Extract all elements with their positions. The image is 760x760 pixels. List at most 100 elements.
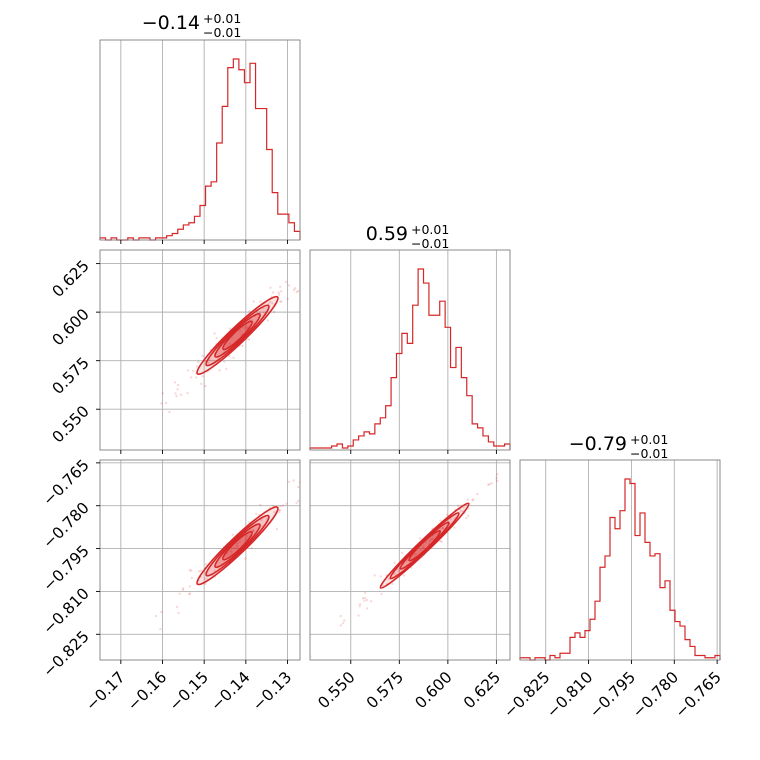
scatter-point-0-2 bbox=[159, 628, 162, 631]
scatter-point-1-2 bbox=[414, 552, 417, 556]
scatter-point-0-1 bbox=[295, 290, 298, 294]
xtick-label-param-2-4: −0.765 bbox=[672, 668, 725, 721]
scatter-point-0-1 bbox=[245, 326, 248, 329]
scatter-point-0-1 bbox=[252, 321, 255, 324]
scatter-point-1-2 bbox=[441, 527, 444, 530]
scatter-point-0-1 bbox=[160, 402, 163, 405]
scatter-point-0-1 bbox=[269, 300, 272, 304]
scatter-point-0-1 bbox=[228, 342, 231, 345]
scatter-point-0-2 bbox=[250, 546, 253, 550]
scatter-point-1-2 bbox=[441, 526, 445, 530]
scatter-point-0-1 bbox=[279, 285, 282, 288]
scatter-point-0-2 bbox=[160, 610, 163, 614]
ytick-label-param-2-0: −0.825 bbox=[40, 627, 93, 680]
scatter-point-0-1 bbox=[239, 329, 242, 333]
scatter-point-0-2 bbox=[188, 585, 192, 588]
scatter-point-0-2 bbox=[275, 527, 279, 531]
contour-0-1-level-1 bbox=[205, 304, 270, 367]
scatter-point-0-2 bbox=[154, 614, 158, 618]
scatter-point-1-2 bbox=[422, 545, 425, 548]
scatter-point-0-2 bbox=[279, 505, 282, 508]
scatter-point-0-1 bbox=[271, 291, 275, 294]
scatter-point-1-2 bbox=[441, 526, 445, 530]
scatter-point-0-1 bbox=[242, 326, 245, 329]
scatter-point-1-2 bbox=[393, 561, 396, 565]
scatter-point-0-2 bbox=[301, 492, 303, 494]
xtick-label-param-2-1: −0.810 bbox=[543, 668, 596, 721]
scatter-point-0-2 bbox=[177, 611, 180, 615]
param-2-title-minus: −0.01 bbox=[630, 446, 668, 461]
panel-frame-r1c0 bbox=[99, 249, 301, 451]
scatter-point-0-1 bbox=[168, 410, 171, 414]
xtick-label-param-1-1: 0.575 bbox=[363, 668, 407, 712]
scatter-point-1-2 bbox=[439, 539, 442, 543]
scatter-point-0-2 bbox=[244, 538, 247, 541]
scatter-point-0-2 bbox=[235, 543, 238, 546]
scatter-point-0-1 bbox=[252, 300, 255, 303]
xtick-label-param-0-4: −0.13 bbox=[249, 668, 295, 714]
scatter-point-1-2 bbox=[361, 597, 365, 600]
scatter-point-0-1 bbox=[263, 311, 266, 314]
xtick-label-param-1-0: 0.550 bbox=[315, 668, 359, 712]
scatter-point-0-2 bbox=[236, 544, 239, 548]
scatter-point-1-2 bbox=[466, 498, 469, 501]
panel-frame-r2c2 bbox=[519, 459, 721, 661]
xtick-label-param-0-3: −0.14 bbox=[207, 668, 253, 714]
scatter-point-0-1 bbox=[266, 319, 269, 322]
ytick-label-param-2-3: −0.780 bbox=[40, 499, 93, 552]
scatter-point-1-2 bbox=[341, 622, 345, 625]
scatter-point-0-1 bbox=[164, 401, 168, 405]
scatter-point-0-2 bbox=[229, 549, 232, 553]
contour-1-2-level-3 bbox=[408, 529, 442, 562]
scatter-point-0-1 bbox=[179, 393, 183, 396]
xtick-label-param-0-2: −0.15 bbox=[166, 668, 212, 714]
scatter-point-1-2 bbox=[379, 575, 382, 578]
scatter-point-1-2 bbox=[419, 548, 423, 552]
scatter-point-0-2 bbox=[238, 540, 242, 543]
scatter-point-0-1 bbox=[213, 332, 216, 335]
scatter-point-0-1 bbox=[197, 360, 200, 364]
scatter-point-0-1 bbox=[207, 361, 210, 364]
scatter-point-1-2 bbox=[466, 514, 470, 517]
panel-frame-r1c1 bbox=[309, 249, 511, 451]
scatter-point-0-1 bbox=[269, 286, 272, 289]
ytick-label-param-1-1: 0.575 bbox=[49, 354, 93, 398]
scatter-point-0-2 bbox=[245, 534, 249, 538]
scatter-point-0-2 bbox=[236, 546, 239, 549]
histogram-param-2 bbox=[519, 478, 721, 661]
scatter-point-0-1 bbox=[186, 392, 189, 395]
panel-frame-r0c0 bbox=[99, 39, 301, 241]
scatter-point-1-2 bbox=[440, 540, 443, 543]
contour-0-2-level-1 bbox=[205, 514, 270, 577]
scatter-point-0-1 bbox=[215, 337, 218, 340]
xtick-label-param-2-0: −0.825 bbox=[500, 668, 553, 721]
scatter-point-0-1 bbox=[301, 275, 303, 277]
contour-0-2-level-0 bbox=[196, 506, 279, 586]
scatter-point-1-2 bbox=[357, 614, 360, 617]
scatter-point-0-2 bbox=[236, 541, 239, 545]
scatter-panel-0-1 bbox=[160, 275, 303, 414]
scatter-point-0-1 bbox=[280, 300, 283, 303]
scatter-point-1-2 bbox=[363, 596, 367, 600]
scatter-point-0-2 bbox=[205, 577, 208, 580]
scatter-point-1-2 bbox=[339, 624, 342, 627]
histogram-param-1 bbox=[309, 268, 511, 450]
scatter-point-0-2 bbox=[259, 503, 262, 507]
ytick-label-param-2-4: −0.765 bbox=[40, 456, 93, 509]
scatter-point-1-2 bbox=[370, 600, 373, 603]
scatter-point-0-1 bbox=[173, 381, 177, 384]
scatter-point-0-1 bbox=[279, 290, 283, 293]
scatter-point-1-2 bbox=[471, 499, 474, 502]
scatter-point-0-1 bbox=[225, 367, 228, 371]
scatter-point-0-2 bbox=[175, 605, 179, 609]
contour-0-1-level-3 bbox=[222, 320, 253, 351]
scatter-point-0-1 bbox=[259, 300, 262, 303]
scatter-point-0-1 bbox=[287, 284, 291, 287]
scatter-point-0-2 bbox=[188, 592, 192, 595]
scatter-point-0-2 bbox=[244, 557, 247, 560]
scatter-point-0-1 bbox=[190, 376, 193, 379]
scatter-point-0-2 bbox=[181, 587, 185, 590]
scatter-point-0-1 bbox=[200, 382, 203, 386]
scatter-point-1-2 bbox=[391, 582, 394, 585]
scatter-point-0-1 bbox=[161, 392, 164, 395]
